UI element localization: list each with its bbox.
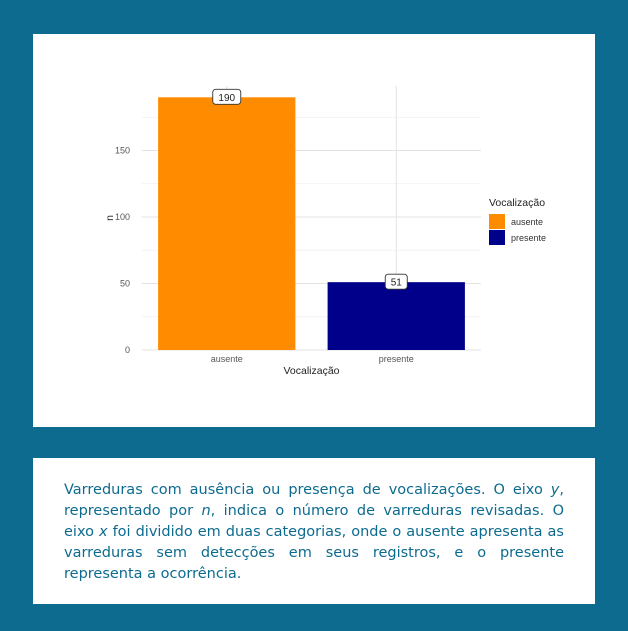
- bar-ausente: [158, 97, 296, 350]
- legend-label: ausente: [511, 217, 543, 227]
- y-tick-label: 0: [125, 345, 130, 355]
- caption-part-2: , representado por: [64, 482, 564, 519]
- legend-title: Vocalização: [489, 197, 545, 209]
- y-axis-title: n: [104, 215, 116, 221]
- chart-panel: 0 50 100 150 190 ausente 51 presente Vocalização…: [33, 34, 595, 427]
- legend-swatch-ausente: [489, 214, 505, 229]
- y-tick-label: 50: [120, 279, 130, 289]
- bar-chart: 0 50 100 150 190 ausente 51 presente Vocalização…: [104, 86, 546, 377]
- caption-panel: Varreduras com ausência ou presença de v…: [33, 458, 595, 604]
- y-tick-label: 150: [115, 146, 130, 156]
- x-axis-title: Vocalização: [283, 365, 339, 377]
- figure-caption: Varreduras com ausência ou presença de v…: [64, 480, 564, 585]
- x-tick-label: presente: [379, 354, 414, 364]
- data-label: 190: [218, 93, 235, 104]
- data-label: 51: [391, 278, 403, 289]
- y-tick-label: 100: [115, 212, 130, 222]
- x-tick-label: ausente: [211, 354, 243, 364]
- caption-y-variable: y: [550, 482, 560, 498]
- caption-x-variable: x: [98, 524, 108, 540]
- bar-presente: [327, 282, 465, 350]
- caption-n-variable: n: [201, 503, 211, 519]
- legend-label: presente: [511, 233, 546, 243]
- caption-part-4: foi dividido em duas categorias, onde o …: [64, 524, 564, 582]
- data-label-box: [212, 88, 242, 105]
- caption-part-1: Varreduras com ausência ou presença de v…: [64, 482, 551, 498]
- legend-swatch-presente: [489, 230, 505, 245]
- caption-part-3: , indica o número de varreduras revisada…: [64, 503, 564, 540]
- data-label-box: [384, 273, 408, 290]
